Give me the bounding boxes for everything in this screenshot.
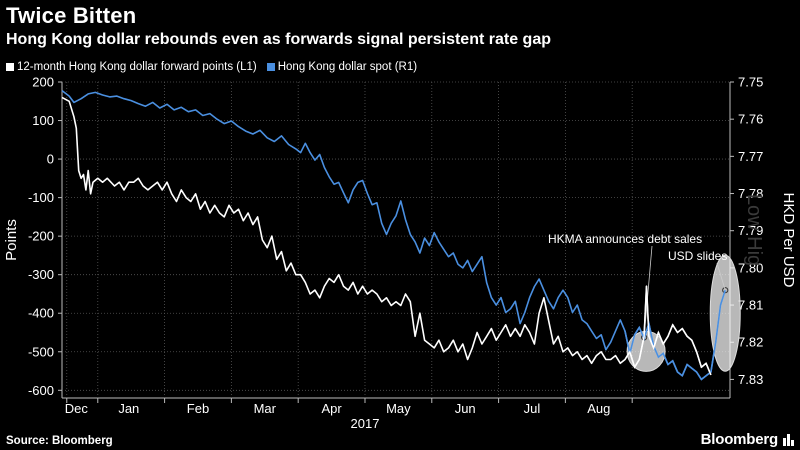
legend-item-spot: Hong Kong dollar spot (R1) xyxy=(266,61,418,73)
y-tick-label-left: 100 xyxy=(32,113,54,128)
y-tick-label-right: 7.79 xyxy=(738,223,763,238)
x-tick-label: Jun xyxy=(455,401,476,416)
bloomberg-mark-icon xyxy=(783,434,794,446)
y-tick-label-right: 7.78 xyxy=(738,186,763,201)
y-tick-label-left: 200 xyxy=(32,75,54,90)
y-axis-right-title: HKD Per USD xyxy=(780,192,797,287)
y-tick-label-left: -200 xyxy=(28,229,54,244)
y-tick-label-right: 7.80 xyxy=(738,260,763,275)
x-tick-label: Mar xyxy=(254,401,277,416)
y-tick-label-left: -400 xyxy=(28,306,54,321)
y-tick-label-right: 7.76 xyxy=(738,112,763,127)
axis-watermark: Low Hig xyxy=(743,194,765,266)
x-axis-year-label: 2017 xyxy=(351,416,380,431)
annotation-ellipse-usd xyxy=(709,254,741,372)
x-tick-label: Apr xyxy=(321,401,342,416)
x-tick-label: Feb xyxy=(187,401,209,416)
source-note: Source: Bloomberg xyxy=(6,435,113,447)
y-tick-label-right: 7.81 xyxy=(738,298,763,313)
y-tick-label-left: -100 xyxy=(28,190,54,205)
x-tick-label: Aug xyxy=(587,401,610,416)
y-tick-label-right: 7.82 xyxy=(738,335,763,350)
x-tick-label: Dec xyxy=(65,401,89,416)
legend-swatch-forward-points xyxy=(6,63,14,71)
x-tick-label: Jan xyxy=(118,401,139,416)
annotation-leader-usd xyxy=(716,262,726,291)
legend-item-forward-points: 12-month Hong Kong dollar forward points… xyxy=(6,61,257,73)
y-tick-label-left: -300 xyxy=(28,267,54,282)
y-tick-label-right: 7.83 xyxy=(738,372,763,387)
legend-label-spot: Hong Kong dollar spot (R1) xyxy=(277,61,418,73)
chart-subtitle: Hong Kong dollar rebounds even as forwar… xyxy=(6,31,551,48)
x-tick-label: May xyxy=(386,401,411,416)
x-tick-label: Jul xyxy=(524,401,541,416)
annotation-dot-usd xyxy=(722,287,729,294)
annotation-label-hkma: HKMA announces debt sales xyxy=(548,232,702,246)
brand-logo: Bloomberg xyxy=(700,431,779,448)
series-line-spot-overlay xyxy=(624,289,726,381)
legend-swatch-spot xyxy=(266,63,275,71)
y-tick-label-left: 0 xyxy=(47,152,54,167)
annotation-label-usd: USD slides xyxy=(668,249,727,263)
y-tick-label-left: -600 xyxy=(28,383,54,398)
series-line-forward-points-overlay xyxy=(624,286,712,376)
legend-label-forward-points: 12-month Hong Kong dollar forward points… xyxy=(17,61,257,73)
y-tick-label-left: -500 xyxy=(28,344,54,359)
y-tick-label-right: 7.75 xyxy=(738,75,763,90)
y-tick-label-right: 7.77 xyxy=(738,149,763,164)
series-line-forward-points xyxy=(61,96,712,376)
chart-title: Twice Bitten xyxy=(6,3,137,28)
legend: 12-month Hong Kong dollar forward points… xyxy=(6,61,427,73)
annotation-ellipse-hkma xyxy=(626,330,666,372)
y-axis-left-title: Points xyxy=(3,219,20,261)
